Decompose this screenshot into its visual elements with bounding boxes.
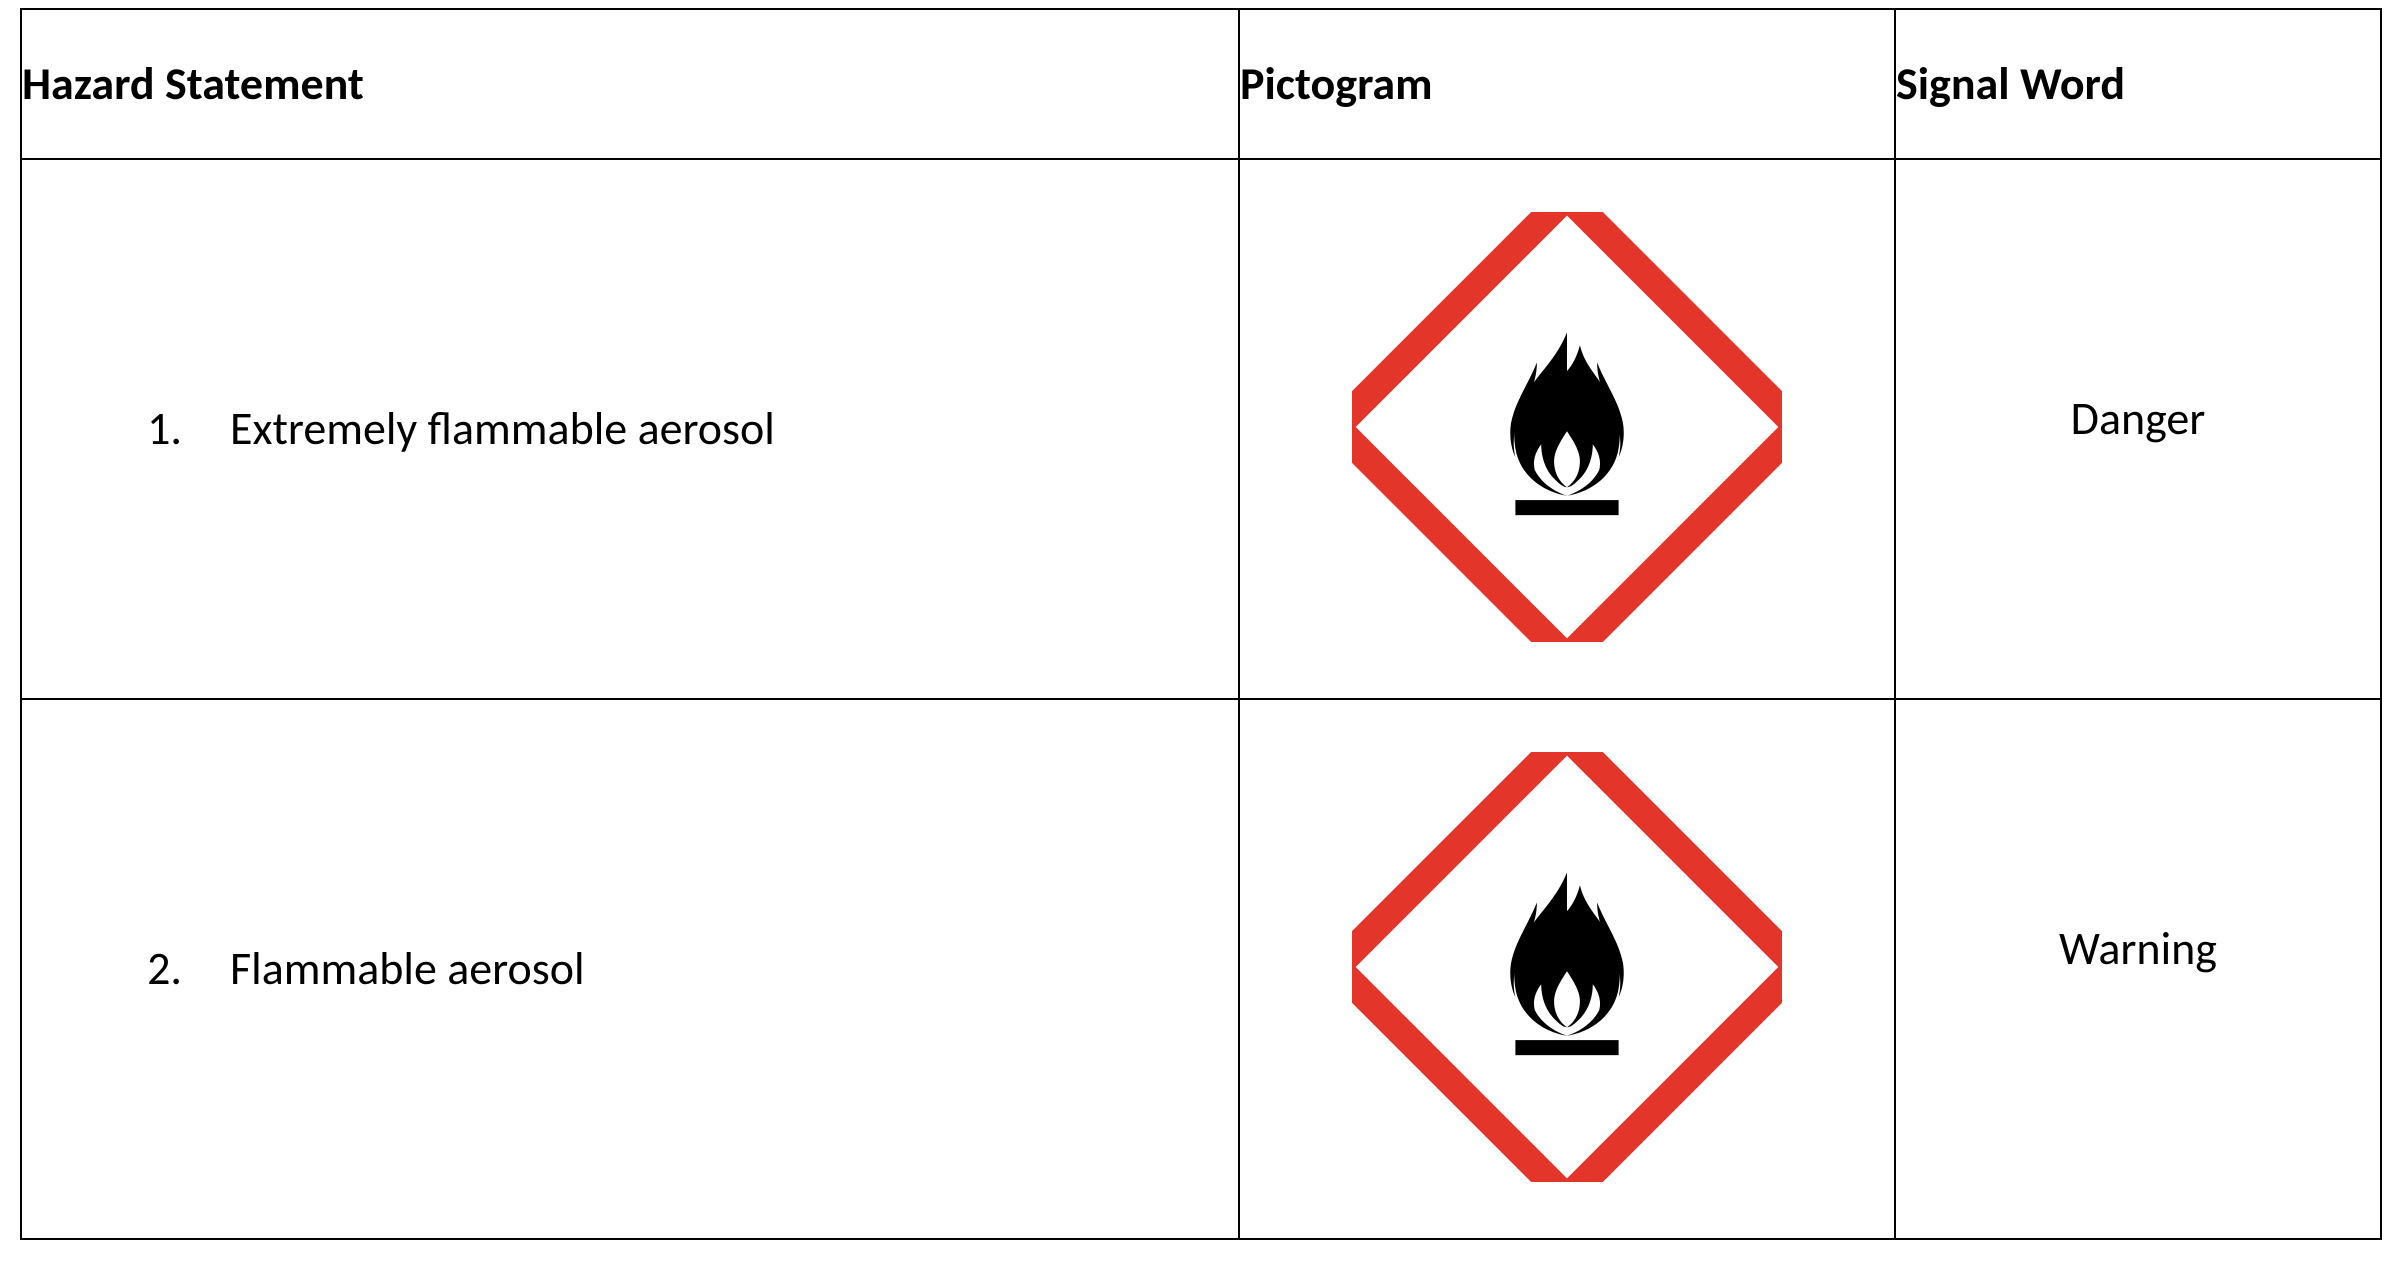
page: Hazard Statement Pictogram Signal Word 1… — [0, 0, 2400, 1268]
hazard-statement-text: Extremely flammable aerosol — [230, 401, 775, 457]
signal-word-cell: Warning — [1895, 699, 2381, 1239]
table-row: 2. Flammable aerosol — [21, 699, 2381, 1239]
statement-wrap: 2. Flammable aerosol — [22, 700, 1238, 1238]
table-row: 1. Extremely flammable aerosol — [21, 159, 2381, 699]
pictogram-cell — [1239, 159, 1895, 699]
signal-word-text: Warning — [1896, 921, 2380, 1017]
item-number: 2. — [132, 941, 182, 997]
signal-word-cell: Danger — [1895, 159, 2381, 699]
pictogram-cell — [1239, 699, 1895, 1239]
hazard-statement-text: Flammable aerosol — [230, 941, 585, 997]
table-header-row: Hazard Statement Pictogram Signal Word — [21, 9, 2381, 159]
column-header-pictogram: Pictogram — [1239, 9, 1895, 159]
signal-word-text: Danger — [1896, 371, 2380, 487]
column-header-hazard-statement: Hazard Statement — [21, 9, 1239, 159]
hazard-statement-cell: 1. Extremely flammable aerosol — [21, 159, 1239, 699]
flame-pictogram-icon — [1352, 752, 1782, 1182]
column-header-signal-word: Signal Word — [1895, 9, 2381, 159]
flame-pictogram-icon — [1352, 212, 1782, 642]
statement-wrap: 1. Extremely flammable aerosol — [22, 160, 1238, 698]
hazard-table: Hazard Statement Pictogram Signal Word 1… — [20, 8, 2382, 1240]
item-number: 1. — [132, 401, 182, 457]
hazard-statement-cell: 2. Flammable aerosol — [21, 699, 1239, 1239]
